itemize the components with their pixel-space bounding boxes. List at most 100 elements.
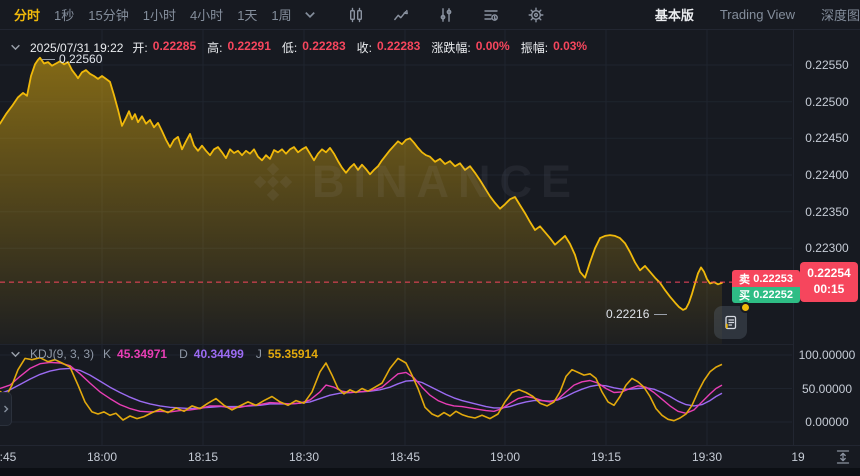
candle-countdown: 00:15 <box>813 282 845 296</box>
price-chart-pane[interactable] <box>0 30 792 345</box>
settings-gear-button[interactable] <box>528 6 545 23</box>
last-price: 0.22254 <box>807 266 851 281</box>
ohlc-field-label: 涨跌幅: <box>431 41 471 55</box>
interval-tab-4[interactable]: 1小时 <box>142 8 176 23</box>
kdj-values: K 45.34971 D 40.34499 J 55.35914 <box>103 347 318 361</box>
view-tab-2[interactable]: Trading View <box>719 7 795 22</box>
indicators-icon <box>440 7 452 22</box>
ohlc-info-bar: 2025/07/31 19:22 开: 0.22285 高: 0.22291 低: 0.2… <box>10 39 587 56</box>
kdj-param-value: 40.34499 <box>193 347 244 361</box>
ohlc-field: 收: 0.22283 <box>357 39 421 56</box>
kdj-param-value: 45.34971 <box>117 347 168 361</box>
window-bottom-edge <box>0 468 860 476</box>
kdj-param-k: K 45.34971 <box>103 347 167 361</box>
interval-more-button[interactable] <box>304 9 316 21</box>
price-axis-label: 0.22450 <box>805 131 849 146</box>
chevron-down-icon <box>11 44 20 51</box>
kdj-param-value: 55.35914 <box>267 347 318 361</box>
interval-tab-2[interactable]: 1秒 <box>54 8 75 23</box>
indicators-button[interactable] <box>438 6 455 23</box>
high-value: 0.22560 <box>59 52 103 66</box>
ohlc-field-value: 0.22283 <box>302 39 346 53</box>
kdj-indicator-pane[interactable] <box>0 345 792 445</box>
binance-logo-icon <box>253 162 293 202</box>
ohlc-field-value: 0.22283 <box>376 39 421 53</box>
ohlc-field: 高: 0.22291 <box>207 39 271 56</box>
kdj-param-label: J <box>255 347 262 361</box>
kdj-param-label: D <box>179 347 188 361</box>
kdj-param-label: K <box>103 347 112 361</box>
sell-price: 0.22253 <box>753 272 793 285</box>
panel-expand-tab[interactable] <box>0 392 12 426</box>
kdj-axis-label: 100.00000 <box>798 348 856 362</box>
kdj-collapse-chevron[interactable] <box>10 349 21 360</box>
last-price-axis-badge: 0.22254 00:15 <box>800 262 858 302</box>
ohlc-field-value: 0.03% <box>553 39 588 53</box>
chart-toolbar: 分时 1秒 15分钟 1小时 4小时 1天 1周 基本版 Trading View 深度图 <box>0 0 860 30</box>
time-axis-label: 18:45 <box>389 450 421 464</box>
ohlc-field-label: 振幅: <box>520 41 549 55</box>
kdj-indicator-title: KDJ(9, 3, 3) <box>30 347 95 361</box>
chart-view-tabs: 基本版 Trading View 深度图 <box>655 5 860 24</box>
watermark-text: BINANCE <box>312 156 581 207</box>
interval-tab-6[interactable]: 1天 <box>237 8 258 23</box>
ohlc-field: 涨跌幅: 0.00% <box>431 39 509 56</box>
order-list-icon <box>725 315 737 330</box>
session-high-annotation: 0.22560 <box>42 52 102 66</box>
chart-tool-icons <box>348 6 545 23</box>
kdj-legend: KDJ(9, 3, 3) K 45.34971 D 40.34499 J 55.35914 <box>10 347 318 361</box>
interval-tab-1[interactable]: 分时 <box>14 8 41 23</box>
candlestick-chart-icon <box>350 7 363 22</box>
time-axis-label: 19:15 <box>590 450 622 464</box>
ohlc-field-label: 高: <box>207 41 223 55</box>
time-axis[interactable]: :45 18:00 18:15 18:30 18:45 19:00 19:15 19:30 19 <box>0 445 860 468</box>
sell-price-badge[interactable]: 卖 0.22253 <box>732 270 800 287</box>
interval-tab-7[interactable]: 1周 <box>271 8 292 23</box>
order-panel-button[interactable] <box>714 302 751 339</box>
time-axis-label: 18:00 <box>86 450 118 464</box>
chevron-down-icon <box>11 351 20 357</box>
ohlc-field-label: 收: <box>356 41 372 55</box>
line-chart-button[interactable] <box>393 6 410 23</box>
time-axis-label: 19:30 <box>691 450 723 464</box>
price-axis-label: 0.22400 <box>805 168 849 182</box>
time-axis-label: 19 <box>791 450 805 464</box>
chart-settings-icon <box>484 9 499 21</box>
time-axis-label: 18:30 <box>288 450 320 464</box>
chevron-down-icon <box>304 11 315 18</box>
pane-divider <box>0 344 793 345</box>
chart-settings-button[interactable] <box>483 6 500 23</box>
binance-watermark: BINANCE <box>248 156 580 208</box>
candlestick-chart-button[interactable] <box>348 6 365 23</box>
buy-price: 0.22252 <box>753 289 793 301</box>
ohlc-fields: 开: 0.22285 高: 0.22291 低: 0.22283 收: 0.22283 涨跌幅:… <box>132 39 587 56</box>
time-axis-label: :45 <box>0 450 17 464</box>
time-axis-label: 19:00 <box>489 450 521 464</box>
settings-gear-icon <box>528 7 544 22</box>
ohlc-field-label: 开: <box>132 41 148 55</box>
chevron-right-icon <box>3 405 8 413</box>
price-axis-divider <box>793 30 794 445</box>
view-tab-3[interactable]: 深度图 <box>820 8 860 23</box>
interval-tabs: 分时 1秒 15分钟 1小时 4小时 1天 1周 <box>14 5 292 24</box>
ohlc-collapse-chevron[interactable] <box>10 42 21 53</box>
line-chart-icon <box>394 9 409 20</box>
price-axis-label: 0.22500 <box>805 94 849 109</box>
kdj-axis-label: 0.00000 <box>805 415 849 429</box>
price-scale-settings-icon[interactable] <box>834 449 852 465</box>
interval-tab-3[interactable]: 15分钟 <box>88 8 129 23</box>
interval-tab-5[interactable]: 4小时 <box>189 8 224 23</box>
ohlc-field-value: 0.22291 <box>227 39 271 53</box>
price-axis-label: 0.22350 <box>805 204 849 219</box>
buy-price-badge[interactable]: 买 0.22252 <box>732 287 800 303</box>
low-tick-line <box>654 313 668 315</box>
ohlc-field: 低: 0.22283 <box>282 39 346 56</box>
notification-dot <box>740 302 751 313</box>
kdj-axis[interactable]: 100.00000 50.00000 0.00000 <box>794 0 860 445</box>
low-value: 0.22216 <box>606 307 650 321</box>
candle-datetime: 2025/07/31 19:22 <box>30 40 124 55</box>
ohlc-field-value: 0.00% <box>475 39 510 53</box>
view-tab-1[interactable]: 基本版 <box>654 8 694 23</box>
price-axis[interactable]: 0.22550 0.22500 0.22450 0.22400 0.22350 0.223… <box>794 0 860 345</box>
